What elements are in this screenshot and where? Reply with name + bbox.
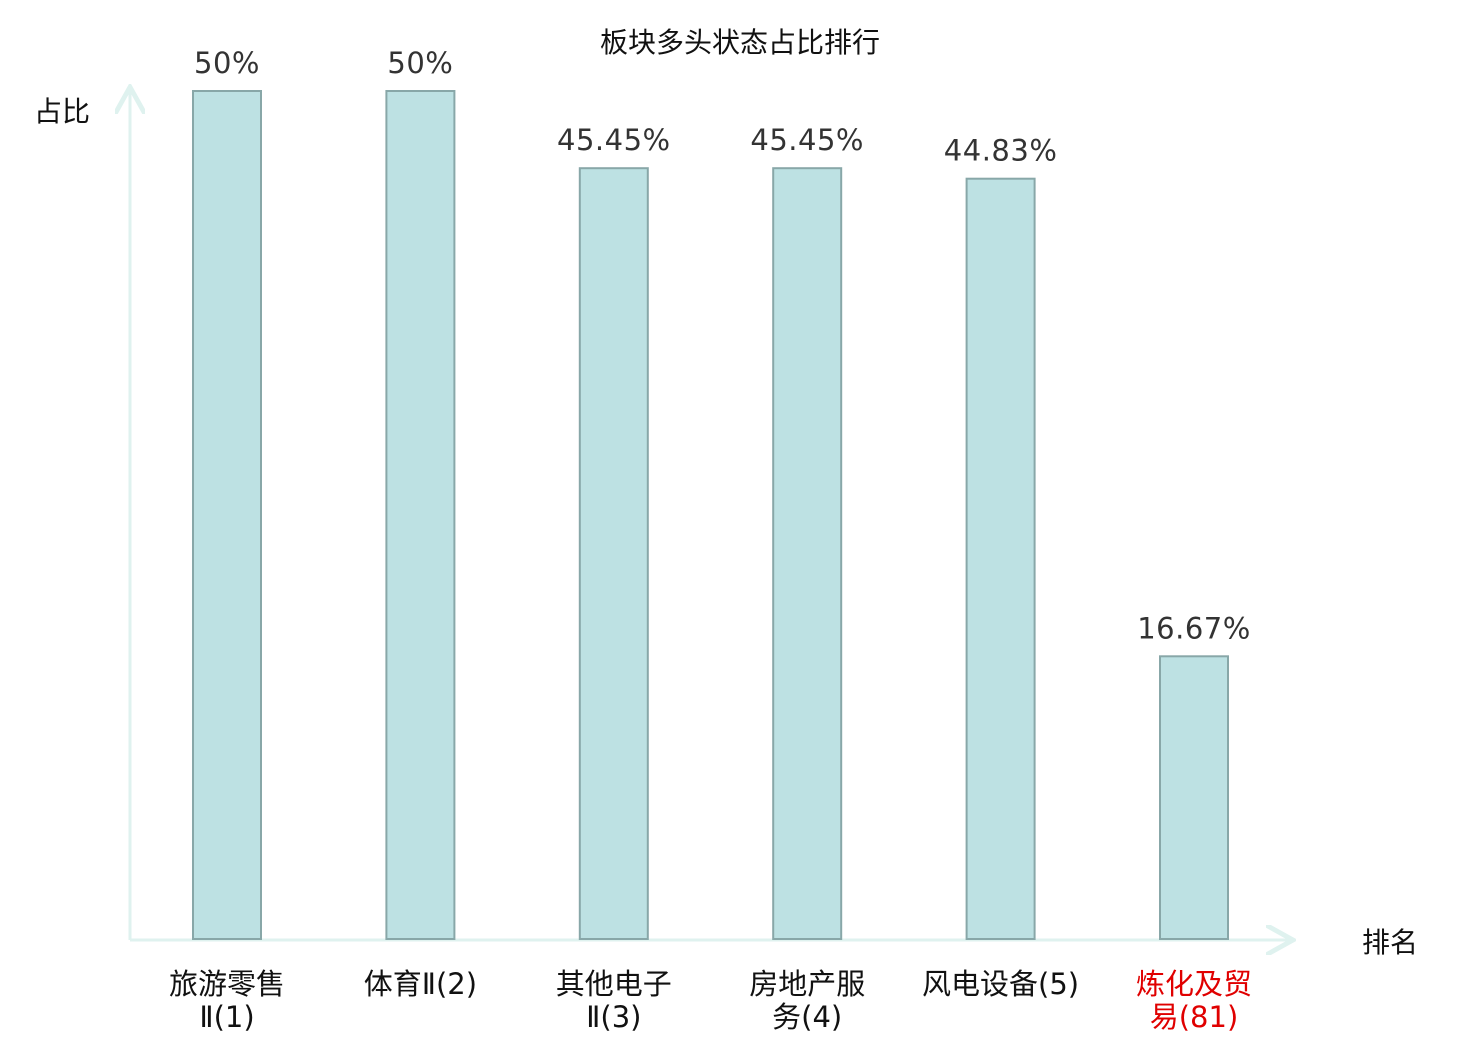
bar-5 — [965, 177, 1036, 940]
value-label-5: 44.83% — [944, 134, 1058, 168]
value-labels-group: 50% 50% 45.45% 45.45% 44.83% 16.67% — [194, 46, 1251, 645]
value-label-3: 45.45% — [557, 123, 671, 157]
y-axis-label: 占比 — [34, 95, 90, 128]
value-label-2: 50% — [387, 46, 453, 80]
value-label-1: 50% — [194, 46, 260, 80]
category-label-6-line-1: 炼化及贸 — [1136, 967, 1252, 1001]
category-label-1-line-1: 旅游零售 — [169, 967, 285, 1001]
bars-group — [192, 90, 1229, 940]
category-label-3-line-1: 其他电子 — [556, 967, 672, 1001]
value-label-6: 16.67% — [1137, 611, 1251, 645]
bar-3 — [578, 167, 649, 940]
value-label-4: 45.45% — [750, 123, 864, 157]
category-label-1-line-2: Ⅱ(1) — [199, 1000, 254, 1034]
x-axis-label: 排名 — [1362, 926, 1418, 959]
category-label-2-line-1: 体育Ⅱ(2) — [364, 967, 477, 1001]
bar-4 — [772, 167, 843, 940]
category-label-5-line-1: 风电设备(5) — [922, 967, 1079, 1001]
category-label-3-line-2: Ⅱ(3) — [586, 1000, 641, 1034]
bar-1 — [192, 90, 262, 940]
bar-2 — [385, 90, 456, 940]
chart-title: 板块多头状态占比排行 — [600, 26, 880, 59]
category-label-6-line-2: 易(81) — [1150, 1000, 1239, 1034]
category-label-4-line-1: 房地产服 — [749, 967, 865, 1001]
category-label-4-line-2: 务(4) — [772, 1000, 842, 1034]
bar-6 — [1159, 655, 1229, 940]
